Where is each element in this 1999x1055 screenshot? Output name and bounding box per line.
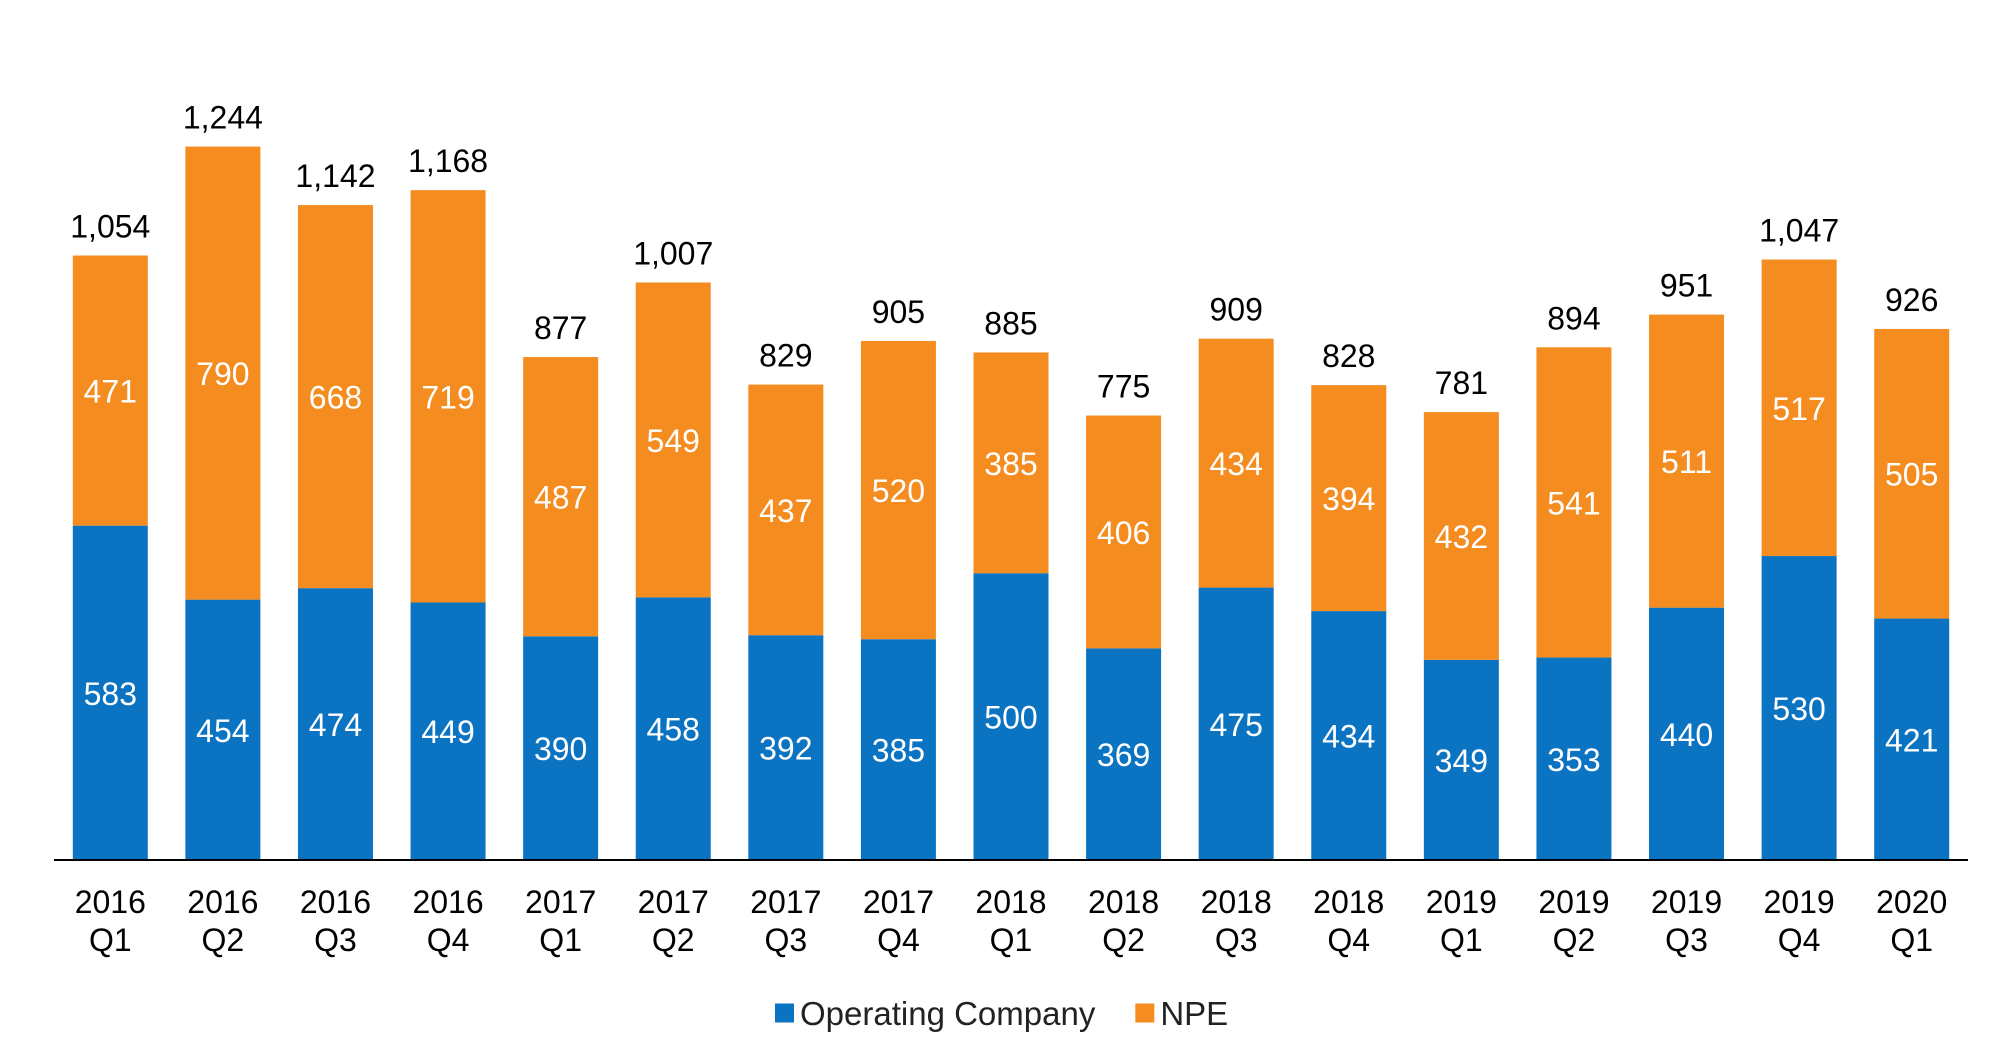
segment-value-label: 790 [196, 356, 249, 392]
segment-value-label: 583 [84, 676, 137, 712]
segment-value-label: 385 [872, 733, 925, 769]
bar-total-label: 877 [534, 310, 587, 346]
segment-value-label: 541 [1547, 485, 1600, 521]
x-tick-label-quarter: Q3 [764, 922, 807, 958]
segment-value-label: 432 [1435, 519, 1488, 555]
x-tick-label-year: 2019 [1426, 884, 1497, 920]
segment-value-label: 349 [1435, 743, 1488, 779]
segment-value-label: 719 [421, 379, 474, 415]
bar-total-label: 926 [1885, 282, 1938, 318]
bar-total-label: 905 [872, 294, 925, 330]
x-tick-label-year: 2020 [1876, 884, 1947, 920]
x-tick-label-year: 2019 [1651, 884, 1722, 920]
x-tick-label-year: 2017 [638, 884, 709, 920]
bar-total-label: 1,047 [1759, 213, 1839, 249]
x-tick-label-quarter: Q2 [202, 922, 245, 958]
x-tick-label-year: 2016 [412, 884, 483, 920]
x-tick-label-year: 2016 [187, 884, 258, 920]
x-axis-tick-labels: 2016Q12016Q22016Q32016Q42017Q12017Q22017… [75, 884, 1948, 958]
x-tick-label-year: 2019 [1538, 884, 1609, 920]
legend: Operating Company NPE [775, 995, 1228, 1032]
x-tick-label-quarter: Q1 [1440, 922, 1483, 958]
segment-value-label: 369 [1097, 737, 1150, 773]
x-tick-label-year: 2019 [1764, 884, 1835, 920]
segment-value-label: 530 [1772, 691, 1825, 727]
segment-value-label: 511 [1661, 444, 1712, 480]
segment-value-label: 440 [1660, 717, 1713, 753]
segment-value-label: 668 [309, 380, 362, 416]
segment-value-label: 474 [309, 707, 362, 743]
bar-total-label: 1,168 [408, 143, 488, 179]
x-tick-label-quarter: Q4 [1327, 922, 1370, 958]
x-tick-label-year: 2017 [750, 884, 821, 920]
segment-value-label: 517 [1772, 391, 1825, 427]
bar-total-label: 894 [1547, 300, 1600, 336]
x-tick-label-quarter: Q1 [1890, 922, 1933, 958]
bars-layer [73, 147, 1949, 860]
x-tick-label-year: 2018 [1201, 884, 1272, 920]
x-tick-label-year: 2018 [1313, 884, 1384, 920]
x-tick-label-quarter: Q2 [1553, 922, 1596, 958]
x-tick-label-quarter: Q2 [652, 922, 695, 958]
x-tick-label-quarter: Q4 [877, 922, 920, 958]
segment-value-label: 454 [196, 713, 249, 749]
segment-value-label: 406 [1097, 515, 1150, 551]
legend-label-operating-company: Operating Company [800, 995, 1096, 1032]
segment-value-label: 394 [1322, 481, 1375, 517]
chart-canvas: 583 471 1,054 454 790 1,244 474 668 1,142 449 719 1… [0, 0, 1999, 1050]
segment-value-label: 449 [421, 714, 474, 750]
bar-total-label: 1,142 [295, 158, 375, 194]
legend-label-npe: NPE [1160, 995, 1228, 1032]
segment-value-label: 505 [1885, 457, 1938, 493]
segment-value-label: 385 [984, 446, 1037, 482]
x-tick-label-quarter: Q3 [314, 922, 357, 958]
x-tick-label-year: 2016 [75, 884, 146, 920]
bar-total-label: 1,007 [633, 235, 713, 271]
x-tick-label-quarter: Q3 [1665, 922, 1708, 958]
x-tick-label-year: 2016 [300, 884, 371, 920]
segment-value-label: 434 [1209, 446, 1262, 482]
segment-value-label: 392 [759, 731, 812, 767]
segment-value-label: 520 [872, 473, 925, 509]
bar-total-label: 775 [1097, 369, 1150, 405]
x-tick-label-quarter: Q1 [539, 922, 582, 958]
bar-total-label: 885 [984, 305, 1037, 341]
x-tick-label-quarter: Q4 [1778, 922, 1821, 958]
bar-total-label: 909 [1209, 292, 1262, 328]
x-tick-label-year: 2018 [975, 884, 1046, 920]
segment-value-label: 421 [1885, 722, 1938, 758]
bar-total-label: 828 [1322, 338, 1375, 374]
x-tick-label-quarter: Q4 [427, 922, 470, 958]
bar-total-label: 1,244 [183, 100, 263, 136]
x-tick-label-year: 2017 [863, 884, 934, 920]
segment-value-label: 475 [1209, 707, 1262, 743]
x-tick-label-quarter: Q2 [1102, 922, 1145, 958]
segment-value-label: 471 [84, 374, 137, 410]
segment-value-label: 390 [534, 731, 587, 767]
segment-value-label: 549 [647, 423, 700, 459]
x-tick-label-quarter: Q1 [89, 922, 132, 958]
segment-value-label: 487 [534, 480, 587, 516]
legend-swatch-operating-company [775, 1004, 794, 1023]
bar-total-label: 829 [759, 338, 812, 374]
x-tick-label-quarter: Q1 [990, 922, 1033, 958]
segment-value-label: 437 [759, 493, 812, 529]
x-tick-label-year: 2018 [1088, 884, 1159, 920]
bar-total-label: 1,054 [70, 209, 150, 245]
legend-swatch-npe [1135, 1004, 1154, 1023]
bar-total-label: 781 [1435, 365, 1488, 401]
segment-value-label: 353 [1547, 742, 1600, 778]
bar-total-label: 951 [1660, 268, 1713, 304]
segment-value-label: 458 [647, 712, 700, 748]
stacked-bar-chart: 583 471 1,054 454 790 1,244 474 668 1,142 449 719 1… [0, 0, 1999, 1050]
x-tick-label-year: 2017 [525, 884, 596, 920]
segment-value-label: 434 [1322, 719, 1375, 755]
x-tick-label-quarter: Q3 [1215, 922, 1258, 958]
segment-value-label: 500 [984, 700, 1037, 736]
